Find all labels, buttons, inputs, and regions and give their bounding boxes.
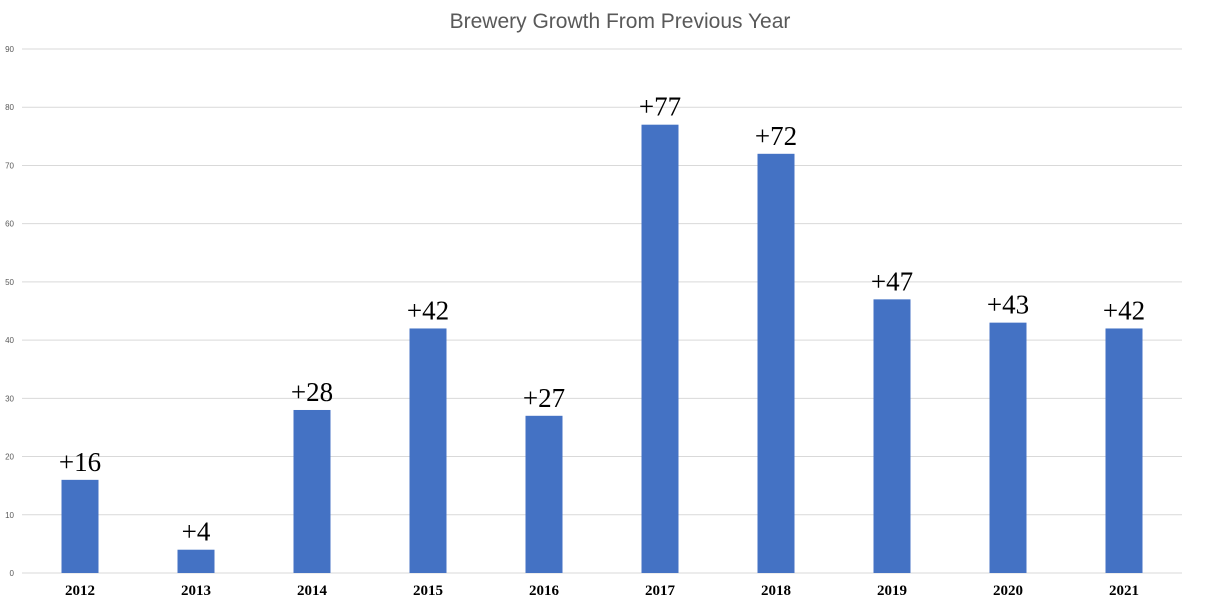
y-tick-label-10: 10 [5, 511, 14, 520]
gridlines [22, 48, 1182, 574]
y-tick-label-30: 30 [5, 394, 14, 403]
bar-2017 [641, 124, 679, 573]
y-tick-label-50: 50 [5, 278, 14, 287]
bar-2015 [409, 328, 447, 573]
y-tick-label-70: 70 [5, 161, 14, 170]
x-tick-label-2015: 2015 [413, 583, 443, 599]
y-tick-label-80: 80 [5, 103, 14, 112]
bars [61, 124, 1143, 574]
x-tick-label-2014: 2014 [297, 583, 328, 599]
x-tick-label-2012: 2012 [65, 583, 95, 599]
data-label-2020: +43 [987, 290, 1029, 320]
data-label-2013: +4 [182, 517, 211, 547]
x-tick-label-2013: 2013 [181, 583, 211, 599]
data-label-2021: +42 [1103, 295, 1145, 325]
data-label-2017: +77 [639, 92, 681, 122]
x-tick-label-2018: 2018 [761, 583, 791, 599]
bar-2021 [1105, 328, 1143, 573]
x-tick-label-2019: 2019 [877, 583, 907, 599]
x-tick-label-2020: 2020 [993, 583, 1023, 599]
x-tick-label-2021: 2021 [1109, 583, 1139, 599]
bar-2014 [293, 409, 331, 573]
y-tick-label-60: 60 [5, 220, 14, 229]
bar-2018 [757, 153, 795, 574]
x-axis-ticks: 2012 2013 2014 2015 2016 2017 2018 2019 2020 2021 [65, 583, 1139, 599]
bar-2013 [177, 549, 215, 573]
data-label-2014: +28 [291, 377, 333, 407]
data-labels: +16 +4 +28 +42 +27 +77 +72 +47 +43 +42 [59, 92, 1145, 547]
y-tick-label-20: 20 [5, 453, 14, 462]
data-label-2019: +47 [871, 266, 913, 296]
data-label-2012: +16 [59, 447, 101, 477]
x-tick-label-2016: 2016 [529, 583, 560, 599]
bar-2016 [525, 415, 563, 573]
data-label-2016: +27 [523, 383, 565, 413]
bar-2019 [873, 299, 911, 573]
chart-title: Brewery Growth From Previous Year [449, 10, 791, 33]
bar-2012 [61, 479, 99, 573]
y-axis-ticks: 0 10 20 30 40 50 60 70 80 90 [5, 45, 14, 578]
bar-2020 [989, 322, 1027, 573]
data-label-2018: +72 [755, 121, 797, 151]
x-tick-label-2017: 2017 [645, 583, 676, 599]
y-tick-label-90: 90 [5, 45, 14, 54]
data-label-2015: +42 [407, 295, 449, 325]
y-tick-label-40: 40 [5, 336, 14, 345]
y-tick-label-0: 0 [10, 569, 15, 578]
